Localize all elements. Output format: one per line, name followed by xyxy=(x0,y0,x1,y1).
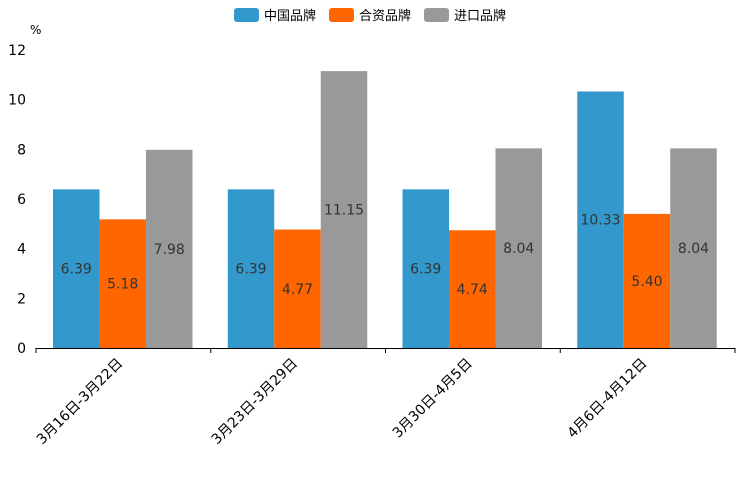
bar[interactable] xyxy=(227,189,275,348)
bar-value-label: 6.39 xyxy=(61,262,92,278)
bar[interactable] xyxy=(99,219,147,348)
x-axis: 3月16日-3月22日 3月23日-3月29日 3月30日-4月5日 4月6日-4月1… xyxy=(34,348,736,448)
legend-item[interactable]: 中国品牌 xyxy=(234,8,316,24)
x-tick-label: 3月30日-4月5日 xyxy=(390,356,476,442)
y-tick-label: 8 xyxy=(17,142,26,158)
bar-value-label: 6.39 xyxy=(235,262,266,278)
bar-value-label: 4.74 xyxy=(457,282,488,298)
legend-item[interactable]: 合资品牌 xyxy=(329,8,411,24)
legend-label: 合资品牌 xyxy=(359,8,411,24)
bars: 6.39 5.18 7.98 6.39 4.77 11.15 6.39 4.74 8.04 10.… xyxy=(53,71,717,348)
bar[interactable] xyxy=(146,149,193,348)
y-tick-label: 4 xyxy=(17,242,26,258)
bar[interactable] xyxy=(402,189,450,348)
bar[interactable] xyxy=(320,71,368,348)
x-tick-label: 3月16日-3月22日 xyxy=(34,356,126,448)
y-axis-unit-label: % xyxy=(30,23,41,37)
bar[interactable] xyxy=(670,148,717,348)
bar[interactable] xyxy=(577,91,624,348)
y-tick-label: 12 xyxy=(8,43,26,59)
legend-label: 中国品牌 xyxy=(264,8,316,24)
bar-value-label: 7.98 xyxy=(154,242,185,258)
bar-value-label: 6.39 xyxy=(410,262,441,278)
x-tick-label: 4月6日-4月12日 xyxy=(564,356,650,442)
bar[interactable] xyxy=(495,148,543,348)
y-tick-label: 10 xyxy=(8,93,26,109)
legend: 中国品牌 合资品牌 进口品牌 xyxy=(234,8,506,24)
bar-value-label: 11.15 xyxy=(324,203,364,219)
legend-item[interactable]: 进口品牌 xyxy=(424,8,506,24)
y-tick-label: 2 xyxy=(17,291,26,307)
bar[interactable] xyxy=(53,189,100,348)
y-tick-label: 0 xyxy=(17,341,26,357)
bar[interactable] xyxy=(274,229,321,348)
bar[interactable] xyxy=(449,230,496,348)
legend-label: 进口品牌 xyxy=(454,8,506,24)
bar-value-label: 4.77 xyxy=(282,282,313,298)
bar[interactable] xyxy=(623,213,671,348)
y-tick-label: 6 xyxy=(17,192,26,208)
bar-value-label: 5.18 xyxy=(107,277,138,293)
bar-value-label: 8.04 xyxy=(678,241,709,257)
legend-swatch xyxy=(234,8,259,22)
y-axis: 0 2 4 6 8 10 12 xyxy=(8,43,26,357)
bar-value-label: 8.04 xyxy=(503,241,534,257)
bar-value-label: 10.33 xyxy=(580,213,620,229)
legend-swatch xyxy=(424,8,449,22)
x-tick-label: 3月23日-3月29日 xyxy=(209,356,301,448)
bar-value-label: 5.40 xyxy=(631,274,662,290)
legend-swatch xyxy=(329,8,354,22)
